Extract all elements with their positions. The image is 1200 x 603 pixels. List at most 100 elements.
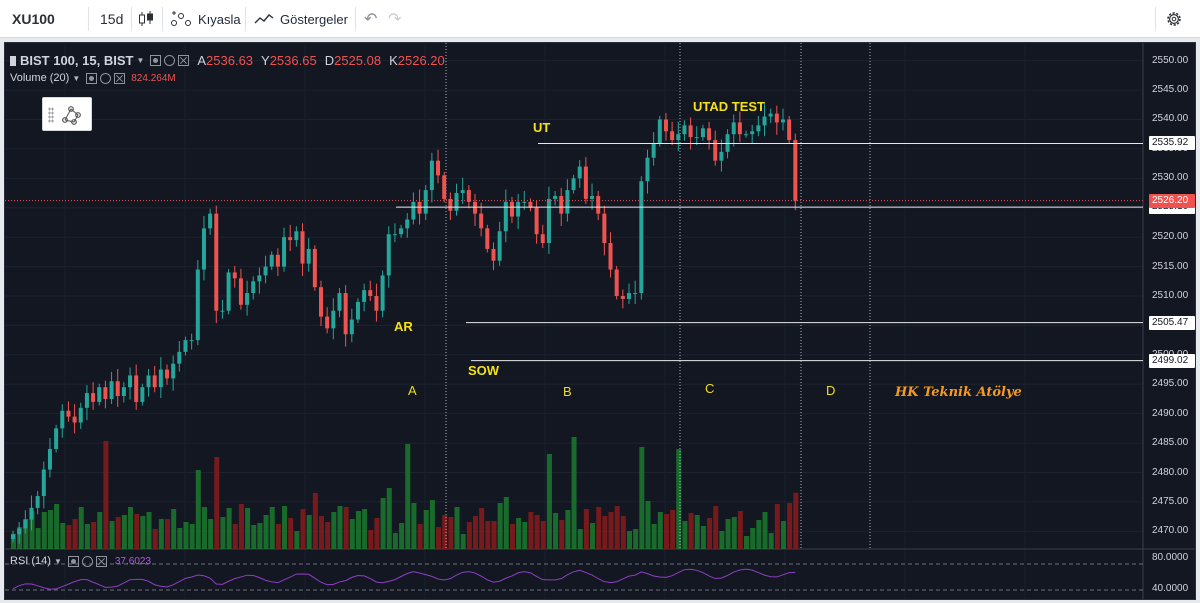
volume-bar bbox=[72, 519, 78, 549]
interval-text: 15d bbox=[100, 11, 124, 27]
phase-label-b[interactable]: B bbox=[563, 384, 572, 399]
candle bbox=[602, 213, 607, 244]
eye-icon[interactable] bbox=[86, 72, 98, 84]
undo-button[interactable]: ↶ bbox=[364, 0, 377, 38]
candlestick-icon bbox=[139, 11, 153, 26]
candle bbox=[670, 131, 675, 141]
phase-label-c[interactable]: C bbox=[705, 381, 715, 396]
candle bbox=[251, 281, 256, 294]
candle bbox=[158, 369, 163, 388]
candle bbox=[516, 201, 521, 217]
gear-icon[interactable] bbox=[100, 72, 112, 84]
compare-button[interactable]: Kıyasla bbox=[170, 0, 241, 38]
candle bbox=[152, 375, 157, 388]
candle bbox=[214, 213, 219, 311]
volume-bar bbox=[183, 522, 189, 549]
volume-bar bbox=[787, 503, 793, 549]
candle bbox=[115, 381, 120, 397]
volume-bar bbox=[466, 522, 472, 549]
volume-bar bbox=[109, 521, 115, 549]
candle bbox=[417, 201, 422, 214]
volume-bar bbox=[688, 513, 694, 549]
annotation-sow[interactable]: SOW bbox=[468, 363, 500, 378]
close-icon[interactable] bbox=[178, 55, 190, 66]
annotation-utad-test[interactable]: UTAD TEST bbox=[693, 99, 765, 114]
candle bbox=[11, 534, 15, 539]
candle bbox=[583, 166, 588, 199]
candle bbox=[146, 375, 151, 388]
candle bbox=[639, 181, 644, 294]
candle bbox=[713, 140, 718, 161]
volume-value: 824.264M bbox=[131, 72, 176, 84]
volume-bar bbox=[84, 524, 90, 549]
volume-bar bbox=[386, 488, 392, 549]
settings-button[interactable] bbox=[1164, 0, 1184, 38]
close-icon[interactable] bbox=[95, 555, 107, 567]
volume-bar bbox=[399, 523, 405, 549]
redo-button[interactable]: ↷ bbox=[388, 0, 401, 38]
symbol-search-input[interactable]: XU100 bbox=[12, 0, 55, 38]
volume-bar bbox=[590, 523, 596, 549]
drawing-toolbar-floating[interactable] bbox=[42, 97, 92, 131]
volume-bar bbox=[516, 518, 522, 549]
volume-bar bbox=[577, 529, 583, 549]
low-label: D bbox=[324, 53, 335, 68]
interval-button[interactable]: 15d bbox=[100, 0, 123, 38]
main-series-legend[interactable]: BIST 100, 15, BIST ▼ A 2536.63 Y 2536.65 D… bbox=[10, 53, 445, 68]
candle bbox=[787, 119, 792, 141]
price-tick-label: 2485.00 bbox=[1152, 437, 1189, 449]
annotation-ut[interactable]: UT bbox=[533, 120, 551, 135]
volume-bar bbox=[663, 514, 669, 549]
eye-icon[interactable] bbox=[150, 55, 162, 66]
volume-bar bbox=[744, 536, 750, 549]
candle bbox=[269, 254, 274, 267]
drawing-tool-icon[interactable] bbox=[60, 103, 82, 125]
volume-label: Volume (20) bbox=[10, 72, 70, 84]
volume-bar bbox=[294, 531, 300, 549]
open-value: 2536.63 bbox=[206, 53, 254, 68]
volume-bar bbox=[226, 508, 232, 549]
phase-label-d[interactable]: D bbox=[826, 383, 836, 398]
candle bbox=[454, 193, 459, 211]
volume-legend[interactable]: Volume (20) ▼ 824.264M bbox=[10, 72, 176, 84]
volume-bar bbox=[54, 504, 60, 549]
candle bbox=[405, 219, 410, 229]
chart-area[interactable]: BIST 100, 15, BIST ▼ A 2536.63 Y 2536.65 D… bbox=[4, 42, 1196, 600]
volume-bar bbox=[448, 517, 454, 549]
rsi-legend[interactable]: RSI (14) ▼ 37.6023 bbox=[10, 555, 151, 567]
brand-watermark-text[interactable]: HK Teknik Atölye bbox=[895, 385, 1022, 400]
volume-bar bbox=[368, 530, 374, 549]
candle bbox=[559, 195, 564, 214]
price-tick-label: 2480.00 bbox=[1152, 466, 1189, 478]
rsi-label: RSI (14) bbox=[10, 555, 51, 567]
price-chart-svg bbox=[5, 43, 1195, 599]
legend-collapse-icon[interactable] bbox=[10, 55, 16, 66]
volume-bar bbox=[694, 515, 700, 549]
volume-bar bbox=[528, 512, 534, 549]
candle bbox=[140, 387, 145, 402]
volume-bar bbox=[479, 508, 485, 549]
candle bbox=[633, 293, 638, 295]
candle bbox=[596, 195, 601, 214]
candle bbox=[134, 375, 139, 402]
drag-handle-icon[interactable] bbox=[48, 107, 54, 123]
chevron-down-icon[interactable]: ▼ bbox=[136, 56, 145, 65]
eye-icon[interactable] bbox=[67, 555, 79, 567]
chevron-down-icon[interactable]: ▼ bbox=[72, 73, 81, 83]
chevron-down-icon[interactable]: ▼ bbox=[53, 556, 62, 566]
candle bbox=[47, 448, 52, 470]
gear-icon[interactable] bbox=[164, 55, 176, 66]
volume-bar bbox=[460, 534, 466, 549]
volume-bar bbox=[158, 519, 164, 549]
phase-label-a[interactable]: A bbox=[408, 383, 417, 398]
gear-icon[interactable] bbox=[81, 555, 93, 567]
close-icon[interactable] bbox=[114, 72, 126, 84]
candle bbox=[503, 201, 508, 232]
price-tick-label: 2475.00 bbox=[1152, 495, 1189, 507]
indicators-button[interactable]: Göstergeler bbox=[254, 0, 348, 38]
candle bbox=[319, 287, 323, 317]
volume-bar bbox=[220, 517, 226, 549]
chart-style-button[interactable] bbox=[137, 0, 155, 38]
annotation-ar[interactable]: AR bbox=[394, 319, 413, 334]
volume-bar bbox=[565, 510, 571, 549]
